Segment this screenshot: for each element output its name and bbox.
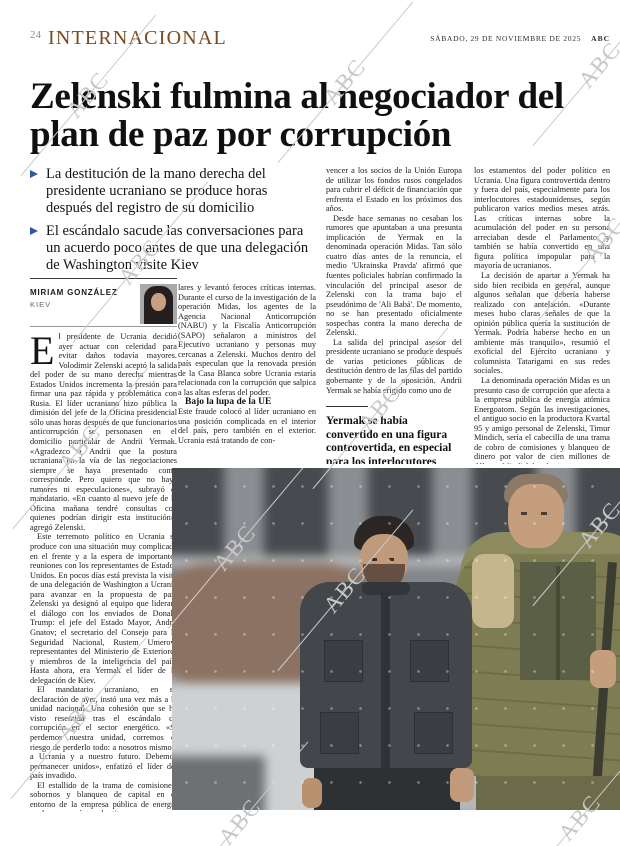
bullet-arrow-icon xyxy=(30,227,38,235)
article-column-3: vencer a los socios de la Unión Europa d… xyxy=(326,166,462,464)
byline-block: MIRIAM GONZÁLEZ KIEV xyxy=(30,278,177,327)
bullet-arrow-icon xyxy=(30,170,38,178)
author-avatar xyxy=(140,284,177,324)
summary-bullets: La destitución de la mano derecha del pr… xyxy=(30,166,312,280)
figure-zipper xyxy=(381,592,390,768)
summary-bullet: El escándalo sacude las conversaciones p… xyxy=(30,223,312,274)
subhead: Bajo la lupa de la UE xyxy=(185,396,272,407)
figure-jacket-pocket xyxy=(410,640,449,682)
date-text: SÁBADO, 29 DE NOVIEMBRE DE 2025 xyxy=(430,34,582,43)
figure-jacket-pocket xyxy=(320,712,359,754)
body-paragraph: La denominada operación Midas es un pres… xyxy=(474,376,610,464)
page-number: 24 xyxy=(30,29,41,41)
body-paragraph: Este fraude colocó al líder ucraniano en… xyxy=(178,407,316,445)
pull-quote-text: Yermak se había convertido en una figura… xyxy=(326,415,452,464)
section-title: INTERNACIONAL xyxy=(48,27,227,49)
figure-jacket-lining xyxy=(472,554,514,628)
article-column-4: los estamentos del poder político en Ucr… xyxy=(474,166,610,464)
drop-cap: E xyxy=(30,332,55,373)
body-paragraph: los estamentos del poder político en Ucr… xyxy=(474,166,610,271)
figure-eyes xyxy=(521,512,527,515)
figure-pants xyxy=(314,768,460,810)
article-photo xyxy=(172,468,620,810)
pull-quote-rule xyxy=(326,406,368,408)
figure-jacket-pocket xyxy=(414,712,453,754)
page-header: 24 INTERNACIONAL SÁBADO, 29 DE NOVIEMBRE… xyxy=(30,28,610,48)
body-paragraph: Este terremoto político en Ucrania se pr… xyxy=(30,532,177,685)
body-paragraph: lares y levantó feroces críticas interna… xyxy=(178,283,316,398)
article-column-2: lares y levantó feroces críticas interna… xyxy=(178,283,316,464)
body-paragraph: La decisión de apartar a Yermak ha sido … xyxy=(474,271,610,376)
body-paragraph: La salida del principal asesor del presi… xyxy=(326,337,462,395)
body-paragraph: El mandatario ucraniano, en su declaraci… xyxy=(30,685,177,781)
figure-shirt-placket xyxy=(556,566,560,680)
headline: Zelenski fulmina al negociador del plan … xyxy=(30,76,564,155)
dateline: SÁBADO, 29 DE NOVIEMBRE DE 2025 ABC xyxy=(430,34,610,43)
brand-name: ABC xyxy=(591,34,610,43)
summary-bullet: La destitución de la mano derecha del pr… xyxy=(30,166,312,217)
avatar-face xyxy=(151,293,166,311)
figure-hand xyxy=(450,768,474,802)
photo-snowflakes xyxy=(172,468,620,810)
figure-hand xyxy=(590,650,616,688)
author-location: KIEV xyxy=(30,300,52,309)
body-paragraph: El estallido de la trama de comisiones, … xyxy=(30,780,177,812)
body-paragraph: Desde hace semanas no cesaban los rumore… xyxy=(326,213,462,338)
body-paragraph: vencer a los socios de la Unión Europa d… xyxy=(326,166,462,214)
pull-quote: Yermak se había convertido en una figura… xyxy=(326,406,462,464)
